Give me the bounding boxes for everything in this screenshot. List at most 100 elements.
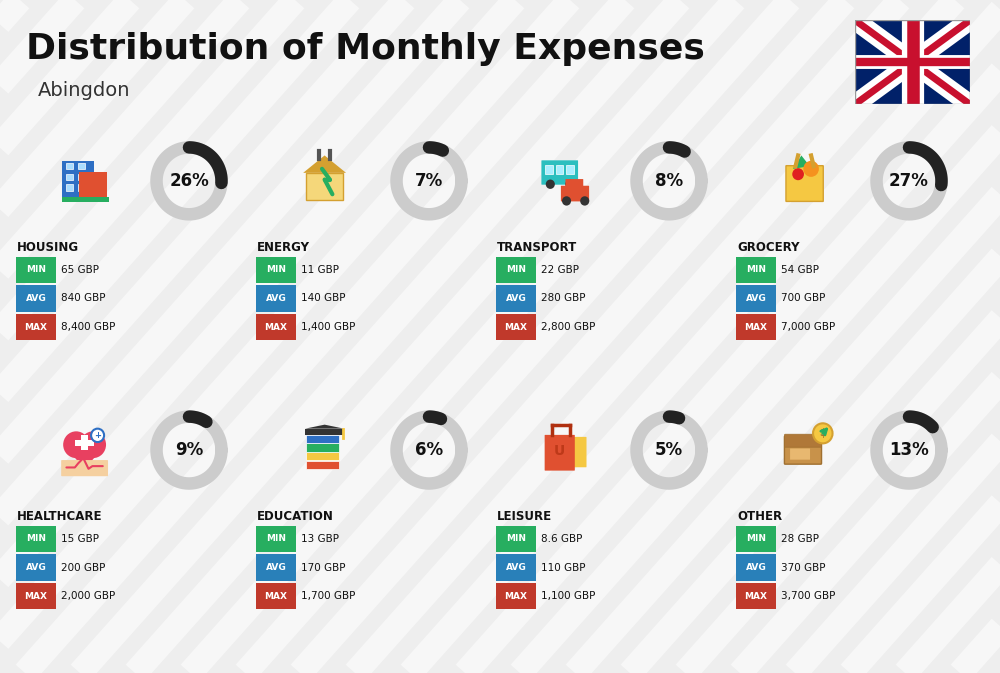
FancyBboxPatch shape <box>256 583 296 610</box>
FancyBboxPatch shape <box>736 285 776 312</box>
Text: ENERGY: ENERGY <box>257 241 310 254</box>
Text: AVG: AVG <box>746 294 766 303</box>
FancyBboxPatch shape <box>256 555 296 581</box>
Text: 2,000 GBP: 2,000 GBP <box>61 592 116 601</box>
Text: MAX: MAX <box>744 322 767 332</box>
Text: LEISURE: LEISURE <box>497 510 552 523</box>
FancyBboxPatch shape <box>736 555 776 581</box>
Text: 2,800 GBP: 2,800 GBP <box>541 322 596 332</box>
Polygon shape <box>65 447 104 469</box>
Text: 22 GBP: 22 GBP <box>541 264 579 275</box>
Text: 13%: 13% <box>889 441 929 459</box>
FancyBboxPatch shape <box>306 452 339 460</box>
Text: 65 GBP: 65 GBP <box>61 264 99 275</box>
Circle shape <box>580 197 589 206</box>
Text: 13 GBP: 13 GBP <box>301 534 339 544</box>
Text: HOUSING: HOUSING <box>17 241 79 254</box>
FancyBboxPatch shape <box>16 526 56 552</box>
FancyBboxPatch shape <box>736 256 776 283</box>
FancyBboxPatch shape <box>784 436 822 464</box>
FancyBboxPatch shape <box>16 285 56 312</box>
FancyBboxPatch shape <box>541 160 578 184</box>
Text: 7%: 7% <box>415 172 443 190</box>
FancyBboxPatch shape <box>545 435 575 470</box>
Text: +: + <box>94 431 101 440</box>
Text: 26%: 26% <box>169 172 209 190</box>
Text: MAX: MAX <box>264 592 287 601</box>
Text: 1,100 GBP: 1,100 GBP <box>541 592 596 601</box>
FancyBboxPatch shape <box>736 583 776 610</box>
Text: HEALTHCARE: HEALTHCARE <box>17 510 103 523</box>
Text: MIN: MIN <box>746 265 766 274</box>
Circle shape <box>792 168 804 180</box>
Text: 54 GBP: 54 GBP <box>781 264 819 275</box>
FancyBboxPatch shape <box>561 437 587 467</box>
Text: 1,400 GBP: 1,400 GBP <box>301 322 356 332</box>
Text: 15 GBP: 15 GBP <box>61 534 99 544</box>
Text: 140 GBP: 140 GBP <box>301 293 346 304</box>
FancyBboxPatch shape <box>66 163 73 170</box>
FancyBboxPatch shape <box>496 526 536 552</box>
Text: 840 GBP: 840 GBP <box>61 293 106 304</box>
Text: AVG: AVG <box>26 294 46 303</box>
FancyBboxPatch shape <box>62 161 94 198</box>
Text: MAX: MAX <box>24 322 47 332</box>
Text: MAX: MAX <box>504 592 527 601</box>
Text: MIN: MIN <box>746 534 766 543</box>
Text: MIN: MIN <box>266 534 286 543</box>
Text: 6%: 6% <box>415 441 443 459</box>
FancyBboxPatch shape <box>256 256 296 283</box>
FancyBboxPatch shape <box>556 166 563 174</box>
Text: AVG: AVG <box>266 294 286 303</box>
Text: MIN: MIN <box>506 534 526 543</box>
FancyBboxPatch shape <box>75 440 94 446</box>
FancyBboxPatch shape <box>305 429 344 435</box>
Text: 3,700 GBP: 3,700 GBP <box>781 592 836 601</box>
Circle shape <box>91 429 104 442</box>
Text: 8,400 GBP: 8,400 GBP <box>61 322 116 332</box>
FancyBboxPatch shape <box>62 197 109 203</box>
FancyBboxPatch shape <box>16 583 56 610</box>
Text: Abingdon: Abingdon <box>38 81 130 100</box>
FancyBboxPatch shape <box>496 314 536 341</box>
FancyBboxPatch shape <box>736 314 776 341</box>
Text: Distribution of Monthly Expenses: Distribution of Monthly Expenses <box>26 32 705 67</box>
Text: 8.6 GBP: 8.6 GBP <box>541 534 583 544</box>
Circle shape <box>63 431 89 458</box>
Text: 370 GBP: 370 GBP <box>781 563 826 573</box>
FancyBboxPatch shape <box>496 555 536 581</box>
FancyBboxPatch shape <box>61 460 108 476</box>
Text: 110 GBP: 110 GBP <box>541 563 586 573</box>
FancyBboxPatch shape <box>306 460 339 469</box>
FancyBboxPatch shape <box>78 163 85 170</box>
Text: MIN: MIN <box>26 265 46 274</box>
Text: 1,700 GBP: 1,700 GBP <box>301 592 356 601</box>
FancyBboxPatch shape <box>306 435 339 443</box>
Circle shape <box>80 431 106 458</box>
Text: 700 GBP: 700 GBP <box>781 293 826 304</box>
Text: 5%: 5% <box>655 441 683 459</box>
FancyBboxPatch shape <box>16 555 56 581</box>
Text: 280 GBP: 280 GBP <box>541 293 586 304</box>
Text: AVG: AVG <box>506 294 526 303</box>
FancyBboxPatch shape <box>786 166 823 201</box>
FancyBboxPatch shape <box>66 184 73 191</box>
FancyBboxPatch shape <box>79 172 107 198</box>
Text: 200 GBP: 200 GBP <box>61 563 106 573</box>
Text: 11 GBP: 11 GBP <box>301 264 339 275</box>
Text: AVG: AVG <box>266 563 286 572</box>
Text: MIN: MIN <box>266 265 286 274</box>
FancyBboxPatch shape <box>78 184 85 191</box>
Text: 7,000 GBP: 7,000 GBP <box>781 322 836 332</box>
FancyBboxPatch shape <box>790 448 810 460</box>
FancyBboxPatch shape <box>256 526 296 552</box>
FancyBboxPatch shape <box>306 444 339 452</box>
FancyBboxPatch shape <box>496 256 536 283</box>
Text: AVG: AVG <box>506 563 526 572</box>
Text: MIN: MIN <box>506 265 526 274</box>
FancyBboxPatch shape <box>855 20 970 104</box>
Circle shape <box>813 423 833 444</box>
Text: OTHER: OTHER <box>737 510 782 523</box>
Text: GROCERY: GROCERY <box>737 241 800 254</box>
Circle shape <box>546 180 555 189</box>
